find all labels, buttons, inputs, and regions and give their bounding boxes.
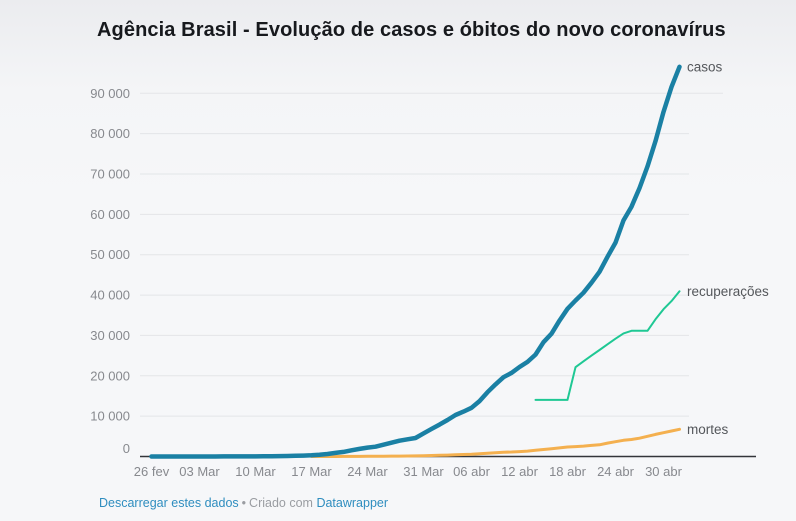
series-line-recuperacoes	[534, 290, 681, 401]
footer-created-with-label: Criado com	[249, 496, 313, 510]
x-tick-label-31-Mar: 31 Mar	[403, 464, 444, 479]
x-tick-label-24-Mar: 24 Mar	[347, 464, 388, 479]
download-data-link[interactable]: Descarregar estes dados	[99, 496, 239, 510]
chart-footer: Descarregar estes dados • Criado com Dataw…	[99, 496, 388, 510]
y-tick-label-30000: 30 000	[90, 328, 130, 343]
x-tick-label-24-abr: 24 abr	[597, 464, 635, 479]
y-tick-label-90000: 90 000	[90, 86, 130, 101]
y-tick-label-40000: 40 000	[90, 288, 130, 303]
page-title: Agência Brasil - Evolução de casos e óbi…	[97, 19, 726, 41]
x-tick-label-10-Mar: 10 Mar	[235, 464, 276, 479]
x-tick-label-26-fev: 26 fev	[134, 464, 170, 479]
x-tick-label-18-abr: 18 abr	[549, 464, 587, 479]
x-tick-label-03-Mar: 03 Mar	[179, 464, 220, 479]
series-label-recuperacoes: recuperações	[687, 284, 769, 299]
x-tick-label-06-abr: 06 abr	[453, 464, 491, 479]
y-tick-label-50000: 50 000	[90, 247, 130, 262]
datawrapper-link[interactable]: Datawrapper	[316, 496, 389, 510]
series-label-casos: casos	[687, 59, 723, 74]
y-tick-label-80000: 80 000	[90, 126, 130, 141]
x-tick-label-30-abr: 30 abr	[645, 464, 683, 479]
series-label-mortes: mortes	[687, 422, 729, 437]
y-tick-label-60000: 60 000	[90, 207, 130, 222]
x-tick-label-12-abr: 12 abr	[501, 464, 539, 479]
footer-separator: •	[241, 496, 247, 510]
x-tick-label-17-Mar: 17 Mar	[291, 464, 332, 479]
y-tick-label-20000: 20 000	[90, 368, 130, 383]
y-tick-label-10000: 10 000	[90, 409, 130, 424]
y-tick-label-70000: 70 000	[90, 167, 130, 182]
series-line-casos	[149, 64, 682, 459]
y-tick-label-0: 0	[123, 441, 130, 456]
series-line-mortes	[310, 427, 681, 458]
